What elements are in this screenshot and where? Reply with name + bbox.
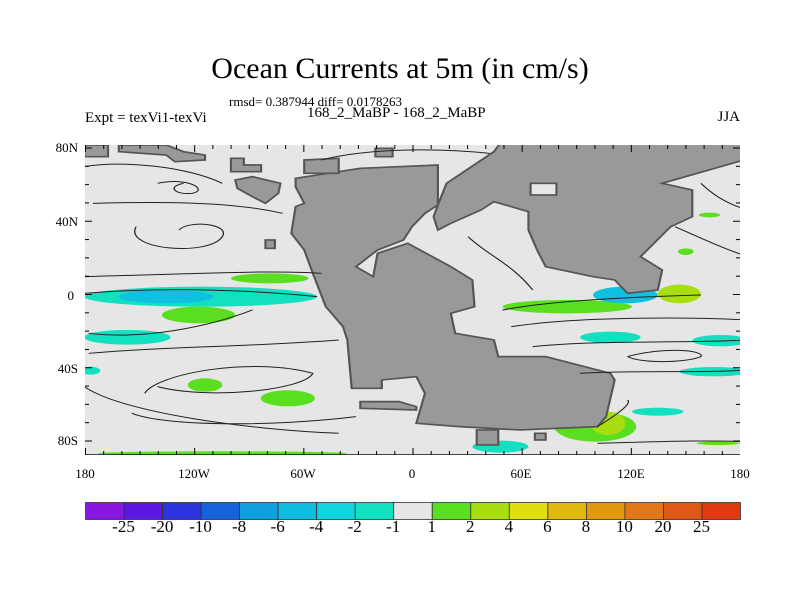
lat-tick-label: 80S [57, 433, 78, 448]
island [475, 429, 500, 446]
land-masses [85, 145, 740, 446]
lon-tick-label: 60E [510, 466, 532, 481]
anomaly-patch [118, 289, 214, 304]
island [117, 145, 207, 163]
colorbar [85, 502, 741, 520]
lat-tick-label: 40S [57, 361, 78, 376]
anomaly-patch [85, 329, 171, 345]
lon-tick-label: 180 [730, 466, 750, 481]
colorbar-level-label: 6 [543, 517, 552, 536]
plot-border [85, 454, 740, 455]
lon-tick-label: 180 [75, 466, 95, 481]
lon-tick-label: 120E [617, 466, 645, 481]
streamline [597, 440, 740, 444]
streamline [85, 289, 318, 298]
streamline [700, 183, 740, 209]
land-east [432, 145, 740, 295]
island [303, 157, 340, 175]
streamline [502, 294, 701, 311]
anomaly-patch [230, 273, 309, 284]
colorbar-level-label: -10 [189, 517, 212, 536]
anomaly-patch [657, 284, 701, 304]
streamline [144, 366, 314, 394]
streamline [134, 223, 225, 249]
streamlines [85, 149, 740, 444]
plot-title: Ocean Currents at 5m (in cm/s) [211, 52, 589, 85]
axis-ticks [85, 145, 740, 455]
colorbar-level-label: 1 [427, 517, 437, 536]
island [85, 145, 110, 158]
colorbar-level-label: -2 [347, 517, 362, 536]
anomaly-patch [678, 248, 694, 255]
colorbar-level-label: 25 [692, 517, 710, 536]
streamline [597, 399, 630, 428]
island [233, 175, 282, 205]
lat-tick-label: 80N [55, 140, 78, 155]
streamline [580, 370, 740, 374]
colorbar-level-label: -4 [309, 517, 324, 536]
streamline [157, 181, 199, 195]
streamline [92, 201, 283, 214]
streamline [674, 226, 740, 255]
lon-tick-label: 120W [178, 466, 210, 481]
streamline [85, 163, 223, 184]
anomaly-patch [85, 366, 101, 375]
anomaly-patch [161, 306, 236, 324]
streamline [627, 349, 702, 363]
streamline [131, 412, 357, 425]
island [264, 239, 276, 250]
case-label: 168_2_MaBP - 168_2_MaBP [307, 105, 486, 121]
streamline [88, 309, 253, 336]
map-plot [85, 145, 740, 455]
island [533, 432, 547, 441]
streamline [88, 339, 339, 354]
anomaly-patch [696, 441, 740, 445]
lat-tick-label: 0 [67, 288, 75, 303]
island [359, 400, 418, 411]
colorbar-level-label: 4 [504, 517, 514, 536]
lat-tick-label: 40N [55, 214, 78, 229]
colorbar-level-label: 20 [654, 517, 672, 536]
colorbar-level-label: 2 [466, 517, 475, 536]
streamline [511, 317, 740, 328]
inland-lake [529, 182, 558, 196]
anomaly-patch [631, 407, 684, 416]
island [374, 147, 394, 158]
anomaly-patch [260, 390, 316, 407]
streamline [85, 271, 322, 278]
streamline [467, 236, 534, 291]
lon-tick-label: 60W [290, 466, 316, 481]
anomaly-patch [502, 299, 632, 314]
season-label: JJA [717, 109, 740, 125]
colorbar-swatch [701, 502, 741, 520]
streamline [321, 149, 490, 161]
anomaly-patch [698, 212, 721, 218]
colorbar-level-label: -8 [232, 517, 247, 536]
island [229, 157, 263, 173]
colorbar-level-label: -1 [386, 517, 401, 536]
colorbar-level-label: -20 [150, 517, 174, 536]
lon-tick-label: 0 [408, 466, 416, 481]
streamline [85, 386, 339, 434]
land-west [290, 164, 616, 431]
anomaly-patch [187, 378, 223, 392]
stats-label: rmsd= 0.387944 diff= 0.0178263 [229, 94, 402, 109]
anomaly-patch [97, 451, 348, 455]
colorbar-level-label: -25 [112, 517, 135, 536]
colorbar-level-label: 10 [615, 517, 633, 536]
colorbar-level-label: 8 [581, 517, 591, 536]
streamline [532, 339, 740, 348]
experiment-label: Expt = texVi1-texVi [85, 110, 207, 126]
anomaly-patch [580, 331, 641, 343]
colorbar-level-label: -6 [270, 517, 285, 536]
